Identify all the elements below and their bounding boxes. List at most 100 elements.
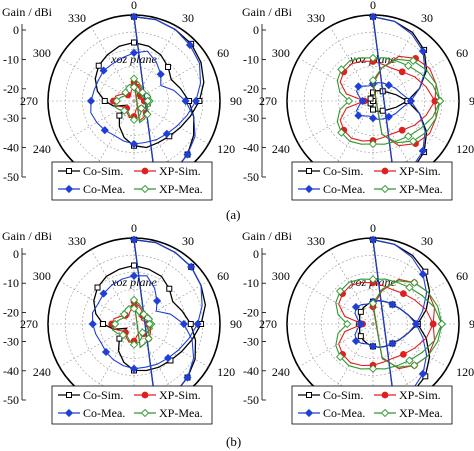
data-point-co_mea: [418, 270, 427, 279]
polar-panel-1: 0 30 60 90 120 240 270 300 330 Gain / dBi 0 -10 -20 -…: [242, 0, 474, 201]
legend-marker: [381, 391, 389, 399]
angle-tick-label: 60: [456, 269, 468, 283]
radial-tick-label: -40: [3, 364, 19, 378]
data-point-co_sim: [166, 285, 173, 292]
data-point-co_mea: [193, 319, 202, 329]
legend-label: XP-Sim.: [399, 388, 441, 402]
legend-marker: [64, 408, 74, 418]
radial-tick-label: -20: [243, 82, 259, 96]
caption-a: (a): [226, 207, 241, 222]
legend-label: Co-Mea.: [83, 182, 125, 196]
angle-tick-label: 300: [33, 269, 51, 283]
data-point-co_mea: [354, 82, 363, 91]
data-point-co_sim: [367, 95, 374, 102]
data-point-co_mea: [99, 289, 108, 298]
data-point-xp_mea: [343, 319, 352, 329]
legend-label: Co-Mea.: [323, 182, 365, 196]
data-point-co_mea: [129, 139, 139, 149]
angle-tick-label: 90: [469, 94, 474, 108]
data-point-xp_mea: [437, 319, 446, 329]
legend-label: Co-Sim.: [323, 164, 363, 178]
legend-label: XP-Sim.: [159, 388, 201, 402]
radial-tick-label: -30: [243, 335, 259, 349]
data-point-xp_sim: [429, 320, 437, 328]
series-line-co_sim: [369, 16, 428, 182]
angle-tick-label: 240: [272, 365, 290, 379]
data-point-co_mea: [101, 347, 111, 357]
data-point-xp_mea: [143, 96, 152, 106]
caption-b: (b): [226, 434, 242, 449]
angle-tick-label: 30: [182, 234, 194, 248]
angle-tick-label: 120: [217, 365, 235, 379]
data-point-co_mea: [99, 66, 108, 75]
radial-tick-label: -50: [3, 170, 19, 184]
data-point-xp_mea: [118, 330, 128, 340]
legend-marker: [140, 408, 150, 418]
data-point-xp_mea: [129, 74, 139, 83]
data-point-xp_mea: [139, 310, 148, 319]
legend-marker: [306, 168, 312, 174]
data-point-co_mea: [100, 126, 109, 135]
radial-tick-label: -40: [243, 364, 259, 378]
data-point-co_sim: [187, 321, 194, 327]
data-point-xp_mea: [337, 128, 346, 137]
grid-ring: [338, 289, 408, 359]
legend-marker: [140, 184, 150, 194]
data-point-co_mea: [388, 300, 397, 309]
data-point-co_mea: [191, 96, 200, 106]
data-point-co_mea: [358, 96, 367, 106]
angle-tick-label: 270: [20, 94, 38, 108]
data-point-co_mea: [418, 369, 427, 378]
angle-tick-label: 240: [33, 142, 51, 156]
legend-label: Co-Mea.: [83, 406, 125, 420]
data-point-co_sim: [379, 107, 386, 114]
data-point-xp_mea: [336, 352, 345, 361]
radial-tick-label: 0: [13, 247, 19, 261]
legend-marker: [66, 168, 72, 174]
angle-tick-label: 120: [456, 142, 474, 156]
data-point-co_mea: [351, 302, 361, 312]
angle-tick-label: 300: [272, 269, 290, 283]
legend-box: [51, 161, 213, 201]
radial-tick-label: -40: [243, 141, 259, 155]
data-point-xp_mea: [129, 304, 139, 313]
data-point-co_mea: [384, 112, 393, 121]
angle-tick-label: 30: [182, 11, 194, 25]
data-point-xp_mea: [368, 76, 378, 85]
data-point-co_mea: [181, 96, 190, 106]
data-point-co_mea: [368, 114, 378, 123]
angle-tick-label: 270: [259, 317, 277, 331]
legend-box: [51, 385, 213, 425]
data-point-co_sim: [370, 106, 376, 113]
legend: Co-Sim. XP-Sim. Co-Mea. XP-Mea.: [291, 161, 453, 201]
angle-tick-label: 270: [259, 94, 277, 108]
angle-tick-label: 330: [68, 234, 86, 248]
data-point-xp_mea: [120, 310, 129, 319]
data-point-co_mea: [129, 12, 139, 21]
polar-panel-0: 0 30 60 90 120 240 270 300 330 Gain / dBi 0 -10 -20 -…: [2, 0, 242, 201]
data-point-co_mea: [129, 48, 139, 57]
angle-tick-label: 330: [307, 11, 325, 25]
legend-marker: [141, 167, 149, 175]
data-point-xp_mea: [143, 110, 152, 119]
legend-label: Co-Sim.: [83, 164, 123, 178]
data-point-co_mea: [368, 342, 378, 351]
data-point-xp_sim: [400, 290, 407, 297]
radial-tick-label: 0: [253, 247, 259, 261]
data-point-xp_mea: [410, 278, 419, 287]
data-point-co_mea: [88, 319, 97, 329]
legend-box: [291, 161, 453, 201]
data-point-xp_mea: [337, 65, 346, 74]
radial-tick-label: -10: [243, 276, 259, 290]
plane-title: xoz plane: [110, 52, 157, 66]
data-point-xp_mea: [138, 328, 147, 337]
data-point-co_mea: [179, 319, 188, 329]
radial-tick-label: -10: [243, 52, 259, 66]
angle-tick-label: 60: [217, 46, 229, 60]
data-point-co_mea: [384, 81, 393, 90]
data-point-xp_mea: [120, 106, 129, 115]
angle-tick-label: 330: [68, 11, 86, 25]
radial-tick-label: -20: [3, 305, 19, 319]
angle-tick-label: 300: [33, 46, 51, 60]
